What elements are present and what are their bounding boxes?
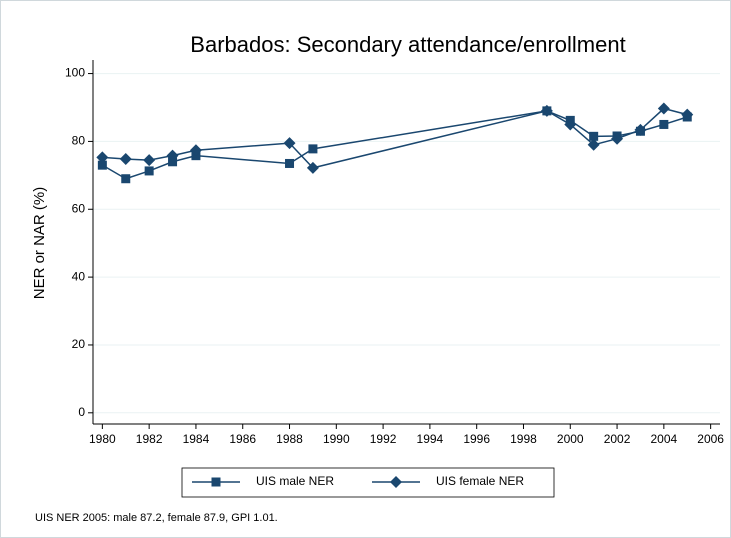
marker bbox=[283, 137, 296, 150]
y-tick-label: 80 bbox=[72, 134, 86, 148]
x-tick-label: 2006 bbox=[697, 432, 724, 446]
marker bbox=[189, 144, 202, 157]
marker bbox=[587, 138, 600, 151]
legend-marker bbox=[390, 476, 402, 488]
x-tick-label: 1990 bbox=[323, 432, 350, 446]
x-tick-label: 2004 bbox=[650, 432, 677, 446]
x-tick-label: 1980 bbox=[89, 432, 116, 446]
x-tick-label: 1986 bbox=[229, 432, 256, 446]
legend-box bbox=[181, 467, 555, 498]
marker bbox=[308, 144, 318, 154]
legend-label: UIS male NER bbox=[256, 474, 334, 488]
marker bbox=[306, 161, 319, 174]
y-tick-label: 40 bbox=[72, 269, 86, 283]
marker bbox=[96, 151, 109, 164]
marker bbox=[168, 157, 178, 167]
marker bbox=[97, 160, 107, 170]
y-tick-label: 0 bbox=[78, 405, 85, 419]
x-tick-label: 1998 bbox=[510, 432, 537, 446]
note: UIS NER 2005: male 87.2, female 87.9, GP… bbox=[35, 512, 278, 524]
x-tick-label: 2000 bbox=[557, 432, 584, 446]
y-axis-title: NER or NAR (%) bbox=[31, 187, 48, 300]
marker bbox=[681, 108, 694, 121]
marker bbox=[659, 119, 669, 129]
marker bbox=[285, 158, 295, 168]
marker bbox=[119, 153, 132, 166]
marker bbox=[589, 131, 599, 141]
chart-title: Barbados: Secondary attendance/enrollmen… bbox=[190, 32, 625, 57]
marker bbox=[144, 166, 154, 176]
marker bbox=[166, 149, 179, 162]
marker bbox=[143, 154, 156, 167]
marker bbox=[611, 132, 624, 145]
marker bbox=[634, 123, 647, 136]
y-tick-label: 100 bbox=[65, 66, 85, 80]
x-tick-label: 1982 bbox=[136, 432, 163, 446]
x-tick-label: 1984 bbox=[183, 432, 210, 446]
x-tick-label: 1994 bbox=[417, 432, 444, 446]
x-tick-label: 2002 bbox=[604, 432, 631, 446]
y-tick-label: 60 bbox=[72, 201, 86, 215]
marker bbox=[657, 102, 670, 115]
marker bbox=[540, 104, 553, 117]
x-tick-label: 1992 bbox=[370, 432, 397, 446]
marker bbox=[121, 174, 131, 184]
marker bbox=[564, 118, 577, 131]
legend-marker bbox=[211, 477, 221, 487]
x-tick-label: 1996 bbox=[463, 432, 490, 446]
legend-label: UIS female NER bbox=[436, 474, 524, 488]
x-tick-label: 1988 bbox=[276, 432, 303, 446]
y-tick-label: 20 bbox=[72, 337, 86, 351]
